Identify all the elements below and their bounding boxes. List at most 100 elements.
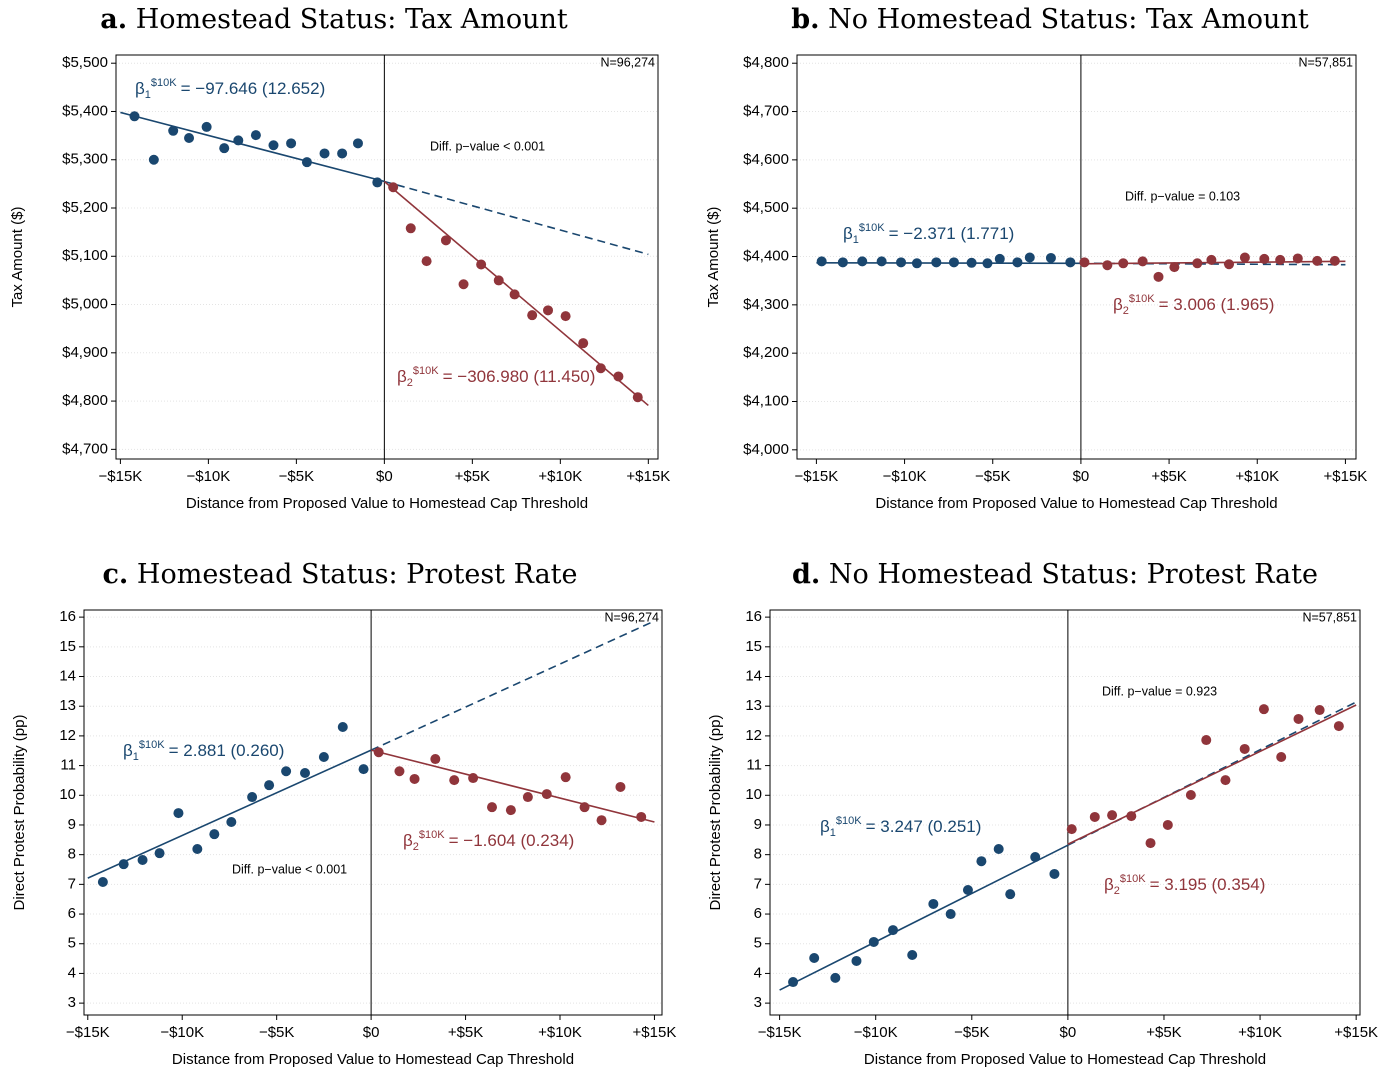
point [522,792,533,803]
point [247,792,258,803]
x-tick-label: $0 [376,468,393,485]
point [788,977,799,988]
point [1126,811,1137,822]
point [118,859,129,870]
fit-line [120,111,385,183]
panel-letter: c. [102,559,128,590]
sample-size: N=57,851 [1298,55,1353,69]
point [560,311,571,322]
point [578,338,589,349]
beta-text: = −2.371 (1.771) [889,224,1015,243]
point [1162,819,1173,830]
point [1030,852,1041,863]
point [129,111,140,122]
point [931,257,942,268]
panel-letter: d. [792,559,820,590]
y-tick-label: 4 [68,964,76,981]
x-tick-label: $0 [1060,1024,1077,1041]
point [394,766,405,777]
point [1118,258,1129,269]
beta-subscript: 2 [1123,305,1129,317]
beta-subscript: 1 [853,234,859,246]
point [405,223,416,234]
point [911,258,922,269]
point [173,808,184,819]
point [1066,824,1077,835]
point [1005,889,1016,900]
point [97,876,108,887]
point [636,811,647,822]
y-tick-label: 6 [754,905,762,922]
point [1292,253,1303,264]
point [509,289,520,300]
coefficient-label: β1$10K = 3.247 (0.251) [820,815,981,839]
point [907,950,918,961]
point [184,133,195,144]
point [1239,252,1250,263]
y-tick-label: 6 [68,905,76,922]
y-tick-label: $5,300 [62,151,108,168]
point [192,844,203,855]
point [1276,751,1287,762]
point [1293,713,1304,724]
y-tick-label: 14 [745,667,762,684]
point [337,148,348,159]
point [505,805,516,816]
y-tick-label: $4,500 [743,199,789,216]
point [596,815,607,826]
point [541,789,552,800]
point [358,764,369,775]
point [1259,253,1270,264]
y-tick-label: $5,000 [62,296,108,313]
annotation: Diff. p−value = 0.103 [1125,189,1240,203]
point [337,721,348,732]
point [527,310,538,321]
point [388,182,399,193]
point [1079,257,1090,268]
y-tick-label: $4,700 [743,103,789,120]
fit-line [87,749,372,879]
point [430,754,441,765]
y-tick-label: 3 [68,994,76,1011]
point [201,121,212,132]
y-tick-label: 5 [68,935,76,952]
annotation: Diff. p−value = 0.923 [1102,684,1217,698]
beta-subscript: 2 [407,377,413,389]
coefficient-label: β1$10K = −97.646 (12.652) [135,77,325,101]
point [543,305,554,316]
y-tick-label: 9 [68,816,76,833]
point [887,925,898,936]
point [1192,258,1203,269]
x-tick-label: −$10K [854,1024,898,1041]
y-tick-label: 12 [59,727,76,744]
point [1024,252,1035,263]
beta-text: = −306.980 (11.450) [443,367,596,386]
sample-size: N=96,274 [600,55,655,69]
x-tick-label: −$10K [160,1024,204,1041]
point [993,844,1004,855]
x-axis-title: Distance from Proposed Value to Homestea… [864,1051,1266,1068]
y-tick-label: $4,300 [743,296,789,313]
x-tick-label: $0 [1073,468,1090,485]
y-tick-label: 4 [754,964,762,981]
point [613,371,624,382]
y-tick-label: $4,100 [743,392,789,409]
x-tick-label: −$10K [883,468,927,485]
y-tick-label: $4,800 [743,54,789,71]
y-tick-label: 15 [59,638,76,655]
point [1107,810,1118,821]
point [632,392,643,403]
y-tick-label: 7 [68,875,76,892]
beta-subscript: 1 [830,827,836,839]
point [1102,260,1113,271]
panel-title-text: No Homestead Status: Protest Rate [829,559,1318,590]
point [816,256,827,267]
point [1065,257,1076,268]
beta-text: = 2.881 (0.260) [169,741,285,760]
point [421,256,432,267]
x-tick-label: −$5K [954,1024,989,1041]
point [268,140,279,151]
plot-frame [769,609,1361,1016]
point [1045,252,1056,263]
x-tick-label: +$15K [633,1024,677,1041]
